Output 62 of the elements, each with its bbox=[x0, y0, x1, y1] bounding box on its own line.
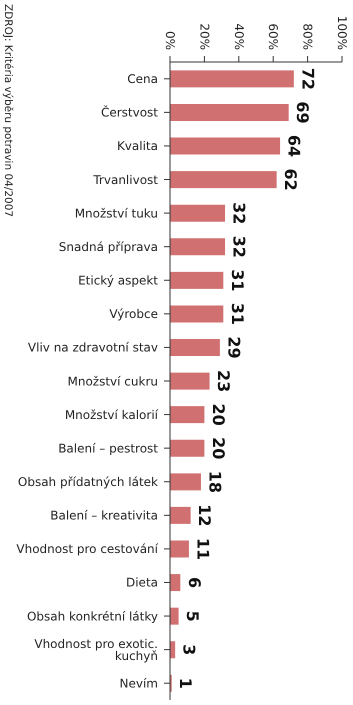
data-label: 62 bbox=[281, 168, 300, 191]
y-tick-label: Vhodnost pro exotic. kuchyň bbox=[34, 636, 158, 663]
y-tick-label: Množství tuku bbox=[74, 206, 158, 220]
y-tick-label: Etický aspekt bbox=[78, 274, 158, 288]
bar bbox=[170, 372, 210, 390]
y-tick-label: Cena bbox=[127, 72, 158, 86]
y-tick-label: Balení – kreativita bbox=[50, 508, 158, 523]
data-label: 32 bbox=[230, 202, 249, 224]
bar bbox=[170, 473, 201, 490]
bar bbox=[170, 104, 289, 121]
data-label: 69 bbox=[293, 101, 312, 124]
bar bbox=[170, 574, 180, 592]
y-tick-label: Obsah přídatných látek bbox=[18, 474, 158, 489]
y-tick-label: Kvalita bbox=[116, 139, 158, 154]
bar bbox=[170, 540, 189, 558]
bar bbox=[170, 204, 226, 222]
y-tick-label: Balení – pestrost bbox=[58, 441, 158, 456]
data-label: 5 bbox=[183, 610, 202, 622]
data-label: 32 bbox=[230, 236, 249, 258]
y-tick-label: Obsah konkrétní látky bbox=[26, 609, 158, 624]
bar bbox=[170, 238, 226, 256]
y-tick-label: Nevím bbox=[120, 676, 158, 690]
y-tick-label: Výrobce bbox=[109, 307, 158, 322]
bar bbox=[170, 506, 191, 524]
bar bbox=[170, 440, 204, 457]
x-tick-label: 60% bbox=[266, 23, 280, 50]
data-label: 3 bbox=[180, 644, 199, 656]
y-tick-label: Snadná příprava bbox=[58, 240, 158, 254]
data-label: 1 bbox=[176, 678, 196, 689]
data-label: 20 bbox=[208, 437, 228, 460]
bar bbox=[170, 171, 277, 188]
data-label: 11 bbox=[193, 538, 212, 560]
x-tick-label: 20% bbox=[197, 23, 212, 50]
data-label: 29 bbox=[224, 336, 244, 359]
bar bbox=[170, 70, 294, 88]
data-label: 31 bbox=[228, 302, 247, 326]
y-tick-label: Vhodnost pro cestování bbox=[16, 542, 159, 556]
y-tick-label: Dieta bbox=[126, 576, 158, 590]
bar bbox=[170, 272, 224, 289]
data-label: 20 bbox=[208, 404, 228, 426]
data-label: 72 bbox=[298, 68, 318, 90]
bar bbox=[170, 138, 280, 155]
y-tick-label: Množství cukru bbox=[68, 374, 158, 388]
x-tick-label: 0% bbox=[163, 30, 177, 50]
data-label: 31 bbox=[228, 269, 247, 292]
x-tick-label: 40% bbox=[232, 23, 246, 50]
y-tick-label: Vliv na zdravotní stav bbox=[28, 340, 158, 355]
data-label: 23 bbox=[214, 370, 234, 392]
y-tick-label: Čerstvost bbox=[100, 104, 158, 120]
y-tick-label: Množství kalorií bbox=[64, 408, 159, 422]
data-label: 64 bbox=[284, 134, 304, 158]
y-tick-label: Trvanlivost bbox=[92, 172, 158, 187]
data-label: 6 bbox=[184, 577, 204, 588]
data-label: 18 bbox=[205, 470, 224, 493]
data-label: 12 bbox=[195, 504, 214, 527]
bar bbox=[170, 608, 179, 625]
bar bbox=[170, 406, 204, 424]
bar bbox=[170, 305, 224, 322]
x-tick-label: 100% bbox=[335, 16, 349, 50]
bar bbox=[170, 339, 220, 356]
text: ZDROJ: Kritéria výběru potravin 04/2007 bbox=[2, 4, 14, 218]
x-tick-label: 80% bbox=[300, 23, 315, 50]
